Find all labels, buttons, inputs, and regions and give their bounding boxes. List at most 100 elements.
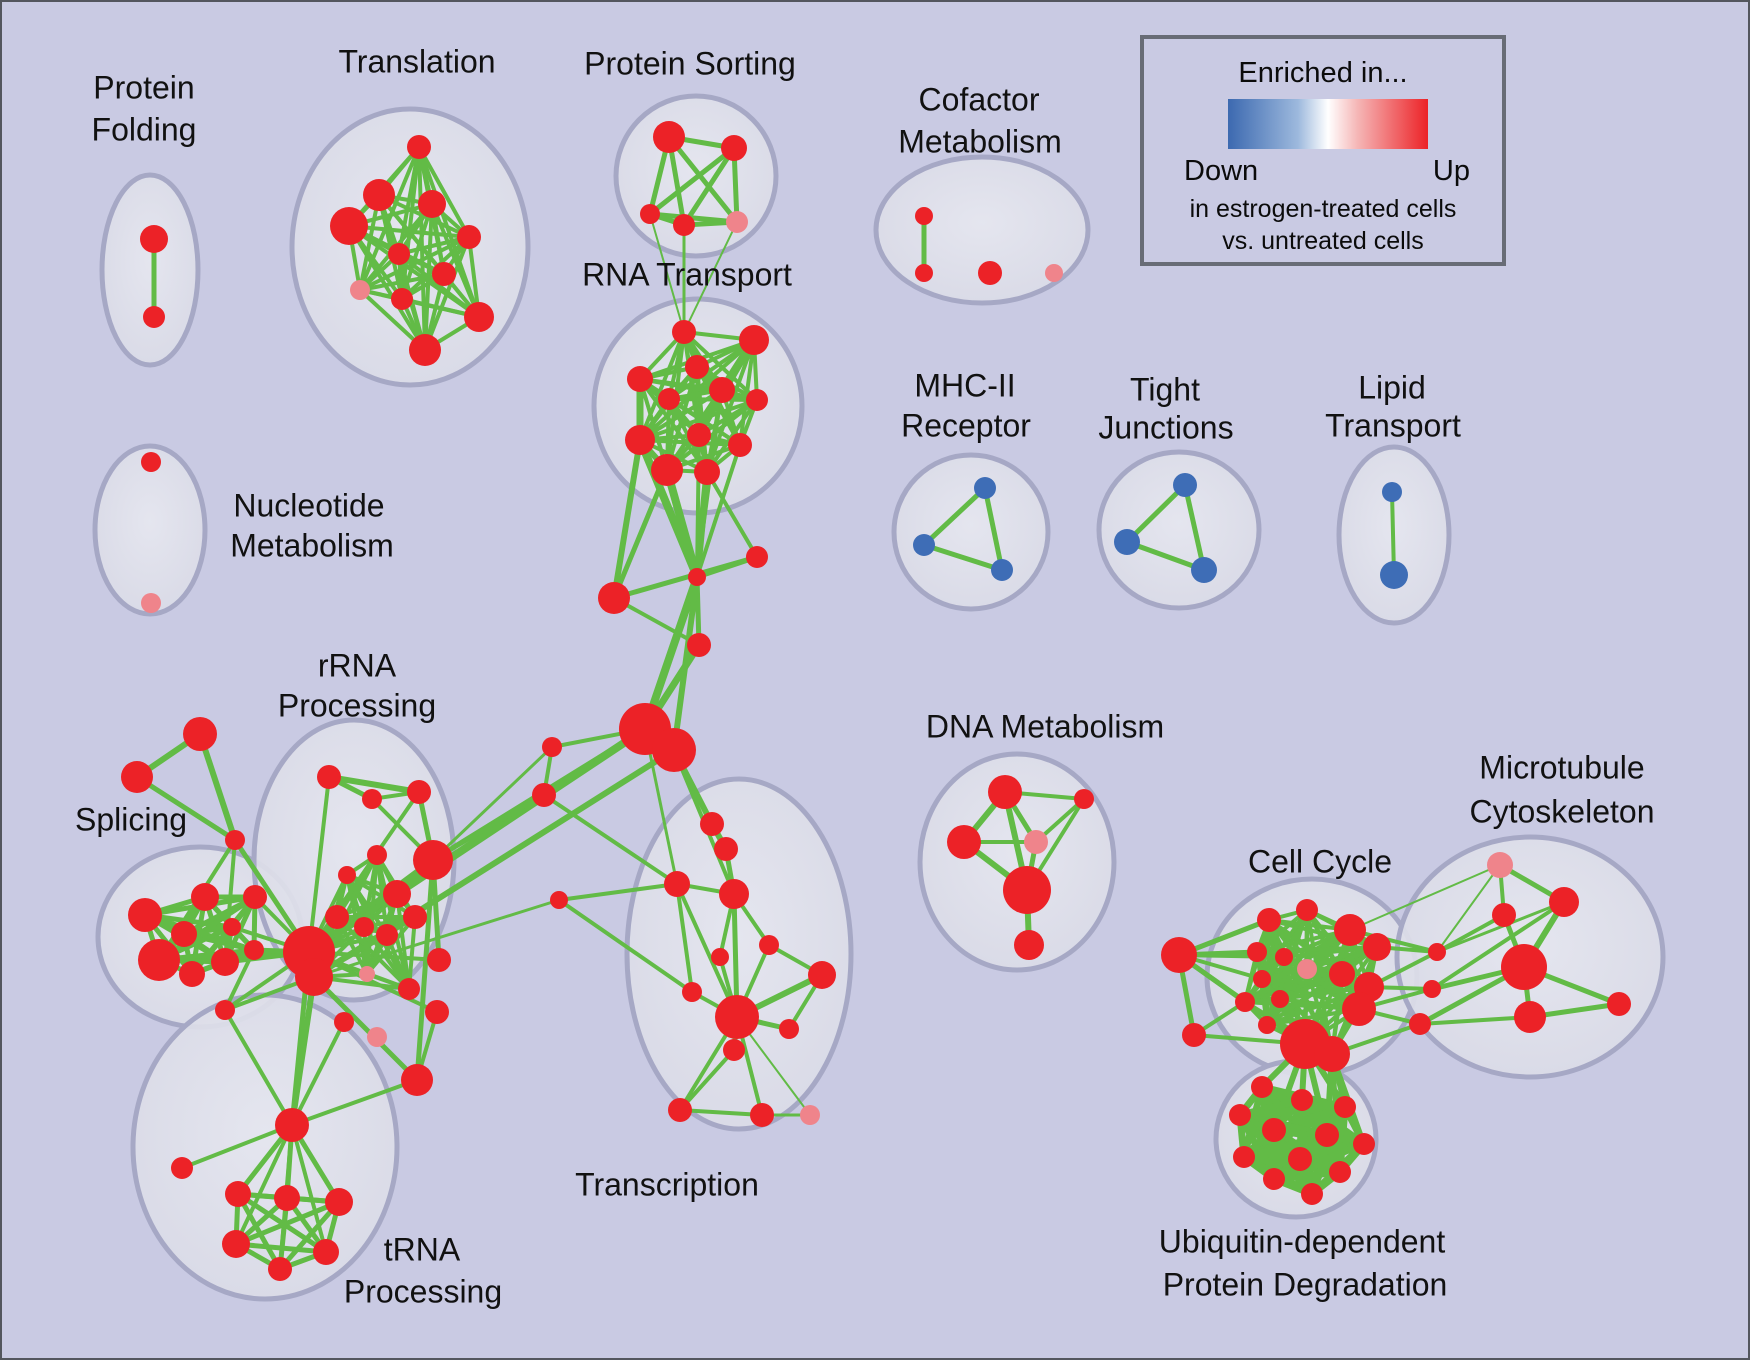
- gene-set-node-87: [598, 582, 630, 614]
- similarity-edge: [397, 235, 471, 256]
- gene-set-node-21: [627, 366, 653, 392]
- cluster-label-cofactor-metabolism-line2: Metabolism: [898, 123, 1062, 159]
- gene-set-node-36: [991, 559, 1013, 581]
- gene-set-node-144: [1229, 1104, 1251, 1126]
- similarity-edge: [671, 574, 700, 753]
- gene-set-node-105: [668, 1098, 692, 1122]
- similarity-edge: [397, 252, 481, 319]
- similarity-edge: [638, 330, 686, 442]
- gene-set-node-28: [651, 454, 683, 486]
- gene-set-node-42: [141, 452, 161, 472]
- gene-set-node-73: [427, 948, 451, 972]
- similarity-edge: [1436, 864, 1501, 953]
- gene-set-node-83: [313, 1239, 339, 1265]
- similarity-edge: [1435, 900, 1566, 954]
- cluster-label-rrna-processing-line1: rRNA: [318, 647, 397, 683]
- gene-set-node-55: [244, 940, 264, 960]
- cluster-ellipse-nucleotide-metabolism: [92, 443, 208, 617]
- cluster-label-mhc-ii-receptor-line2: Receptor: [901, 407, 1031, 443]
- gene-set-node-12: [409, 334, 441, 366]
- similarity-edge: [643, 727, 679, 886]
- similarity-edge: [335, 915, 411, 991]
- gene-set-node-29: [694, 459, 720, 485]
- cluster-label-ubiquitin-line1: Ubiquitin-dependent: [1159, 1223, 1446, 1259]
- gene-set-node-90: [652, 728, 696, 772]
- similarity-edge: [1243, 967, 1309, 1004]
- gene-set-node-115: [1182, 1023, 1206, 1047]
- similarity-edge: [414, 857, 436, 1083]
- gene-set-node-14: [721, 135, 747, 161]
- gene-set-node-97: [550, 891, 568, 909]
- gene-set-node-100: [682, 982, 702, 1002]
- similarity-edge: [666, 134, 740, 225]
- gene-set-node-108: [988, 775, 1022, 809]
- gene-set-node-72: [425, 1000, 449, 1024]
- cluster-label-cell-cycle: Cell Cycle: [1248, 843, 1392, 879]
- gene-set-node-59: [367, 845, 387, 865]
- gene-set-node-84: [268, 1257, 292, 1281]
- gene-set-node-122: [1297, 959, 1317, 979]
- gene-set-node-30: [915, 207, 933, 225]
- legend-box: Enriched in... Down Up in estrogen-treat…: [1140, 35, 1506, 266]
- gene-set-node-79: [225, 1181, 251, 1207]
- gene-set-node-31: [915, 264, 933, 282]
- gene-set-node-106: [750, 1103, 774, 1127]
- similarity-edge: [311, 974, 420, 1083]
- cluster-label-nucleotide-metabolism-line1: Nucleotide: [233, 487, 384, 523]
- gene-set-node-118: [1334, 914, 1366, 946]
- gene-set-node-25: [687, 423, 711, 447]
- gene-set-node-117: [1296, 899, 1318, 921]
- similarity-edge: [681, 145, 737, 228]
- gene-set-node-7: [388, 243, 410, 265]
- cluster-labels: Protein Folding Translation Protein Sorting…: [75, 43, 1655, 1309]
- gene-set-node-33: [1045, 264, 1063, 282]
- cluster-label-protein-sorting: Protein Sorting: [584, 45, 796, 81]
- gene-set-node-85: [688, 568, 706, 586]
- similarity-edge: [1243, 1000, 1361, 1011]
- gene-set-node-22: [709, 377, 735, 403]
- gene-set-node-138: [1501, 944, 1547, 990]
- gene-set-node-121: [1275, 948, 1293, 966]
- gene-set-node-123: [1329, 961, 1355, 987]
- gene-set-node-5: [330, 207, 368, 245]
- similarity-edge: [982, 485, 1005, 573]
- gene-set-node-23: [658, 388, 680, 410]
- similarity-edge: [234, 1123, 294, 1246]
- similarity-edge: [1124, 539, 1207, 573]
- similarity-edge: [1418, 1015, 1532, 1026]
- cluster-ellipse-mhc-ii-receptor: [891, 452, 1051, 612]
- gene-set-node-43: [141, 593, 161, 613]
- gene-set-node-132: [1428, 943, 1446, 961]
- similarity-edge: [683, 221, 738, 333]
- gene-set-node-54: [211, 948, 239, 976]
- gene-set-node-116: [1257, 908, 1281, 932]
- gene-set-node-143: [1334, 1096, 1356, 1118]
- gene-set-node-103: [779, 1019, 799, 1039]
- similarity-edge: [667, 397, 759, 402]
- cluster-label-nucleotide-metabolism-line2: Metabolism: [230, 527, 394, 563]
- gene-set-node-57: [362, 789, 382, 809]
- gene-set-node-76: [215, 1000, 235, 1020]
- gene-set-node-112: [1003, 866, 1051, 914]
- gene-set-node-113: [1014, 930, 1044, 960]
- similarity-edge: [675, 882, 739, 1019]
- gene-set-node-119: [1363, 933, 1391, 961]
- gene-set-node-150: [1329, 1161, 1351, 1183]
- cluster-ellipse-trna-processing: [130, 992, 400, 1302]
- gene-set-node-4: [418, 190, 446, 218]
- gene-set-node-6: [457, 225, 481, 249]
- cluster-label-transcription: Transcription: [575, 1166, 759, 1202]
- legend-gradient-bar: [1228, 99, 1428, 149]
- similarity-edge: [347, 224, 427, 352]
- gene-set-node-39: [1191, 557, 1217, 583]
- similarity-edge: [678, 1048, 736, 1112]
- similarity-edge: [197, 731, 238, 843]
- gene-set-node-50: [171, 921, 197, 947]
- cluster-ellipse-transcription: [624, 776, 854, 1132]
- similarity-edge: [407, 915, 417, 991]
- gene-set-node-146: [1315, 1123, 1339, 1147]
- cluster-label-protein-folding-line1: Protein: [93, 69, 194, 105]
- gene-set-node-75: [295, 958, 333, 996]
- similarity-edge: [290, 1020, 346, 1127]
